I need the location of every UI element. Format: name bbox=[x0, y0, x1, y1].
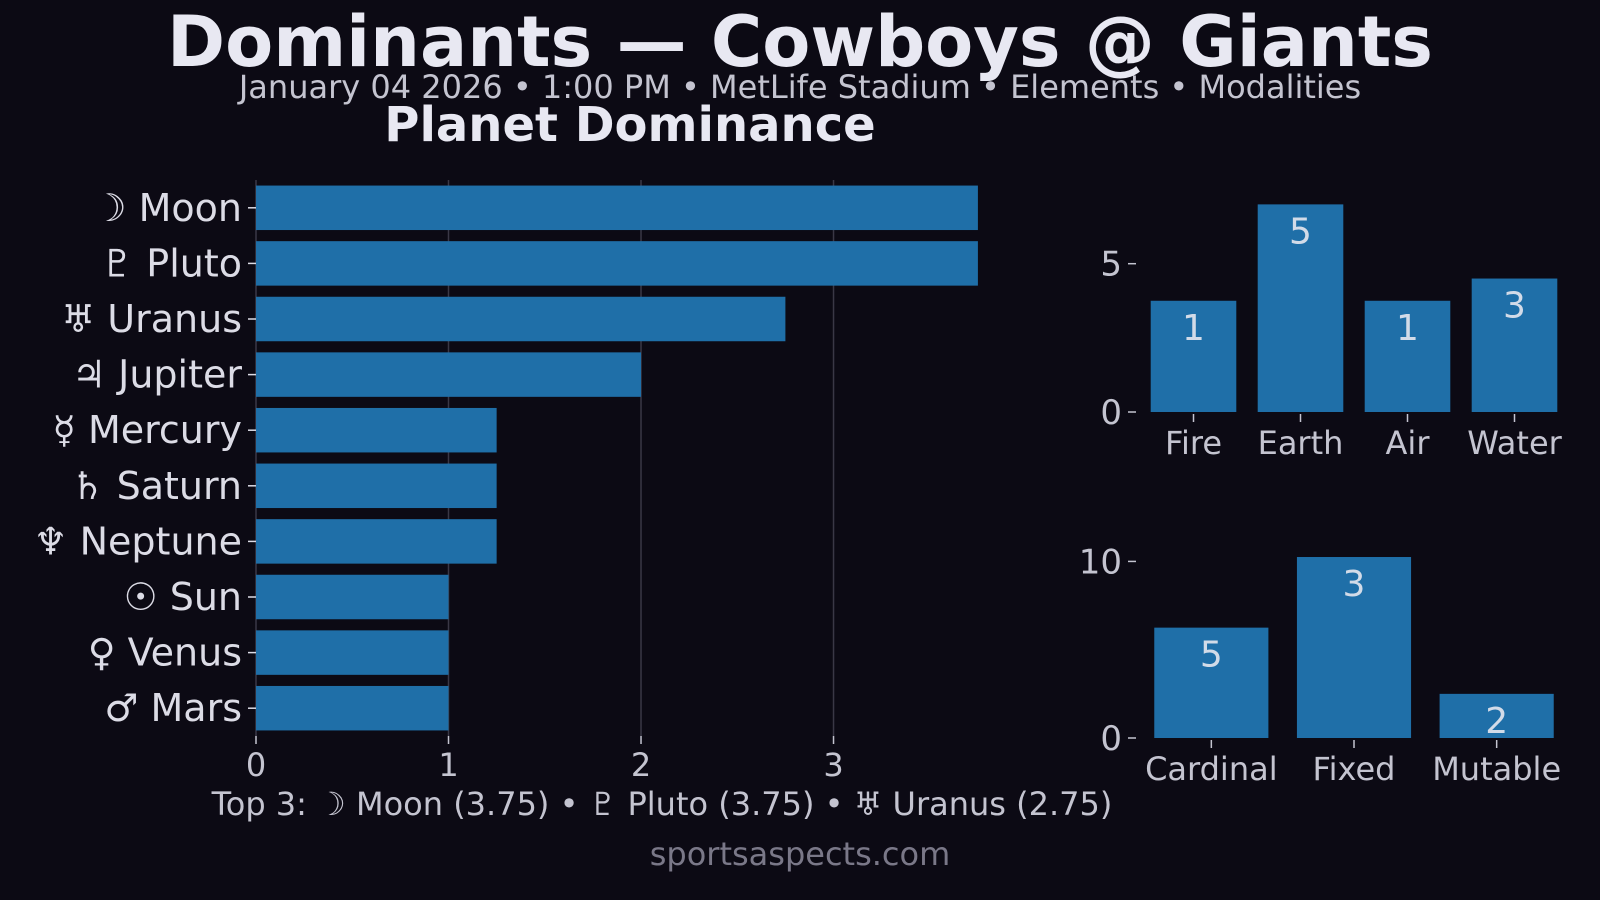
data-label-modality-chart-1: 3 bbox=[1343, 564, 1366, 605]
planet-dominance-title: Planet Dominance bbox=[384, 97, 875, 153]
category-label-element-chart-3: Water bbox=[1467, 424, 1562, 462]
bar-element-chart-3 bbox=[1471, 278, 1558, 412]
planet-label-1: ♇ Pluto bbox=[100, 241, 242, 285]
planet-label-7: ☉ Sun bbox=[124, 575, 242, 619]
y-tick-label-modality-chart-10: 10 bbox=[1079, 542, 1122, 582]
bar-element-chart-1 bbox=[1257, 204, 1344, 412]
data-label-element-chart-0: 1 bbox=[1182, 308, 1205, 349]
x-tick-label-0: 0 bbox=[246, 746, 266, 784]
x-tick-label-1: 1 bbox=[438, 746, 458, 784]
planet-label-6: ♆ Neptune bbox=[33, 519, 242, 563]
chart-subtitle: January 04 2026 • 1:00 PM • MetLife Stad… bbox=[237, 68, 1361, 106]
planet-dominance-chart: 0 1 2 3 ☽ Moon ♇ Pluto ♅ Uranus ♃ Jupiter ☿ Merc… bbox=[33, 180, 978, 784]
category-label-modality-chart-2: Mutable bbox=[1432, 750, 1561, 788]
bar-planet-0 bbox=[256, 185, 978, 231]
bar-planet-5 bbox=[256, 463, 497, 509]
footer-site: sportsaspects.com bbox=[650, 835, 951, 873]
planet-label-0: ☽ Moon bbox=[92, 186, 242, 230]
data-label-element-chart-2: 1 bbox=[1396, 308, 1419, 349]
bar-planet-7 bbox=[256, 574, 449, 620]
planet-label-9: ♂ Mars bbox=[104, 686, 242, 730]
planet-label-5: ♄ Saturn bbox=[70, 464, 242, 508]
bar-element-chart-2 bbox=[1364, 300, 1451, 412]
bar-planet-4 bbox=[256, 407, 497, 453]
data-label-modality-chart-2: 2 bbox=[1485, 701, 1508, 742]
planet-label-4: ☿ Mercury bbox=[53, 408, 242, 452]
planet-label-2: ♅ Uranus bbox=[61, 297, 242, 341]
top3-summary: Top 3: ☽ Moon (3.75) • ♇ Pluto (3.75) • … bbox=[211, 785, 1113, 823]
modalities-chart: 0 10 5 Cardinal 3 Fixed 2 Mutable bbox=[1079, 542, 1561, 788]
bar-planet-1 bbox=[256, 241, 978, 286]
bar-planet-8 bbox=[256, 630, 449, 675]
bar-planet-2 bbox=[256, 296, 786, 342]
x-tick-label-2: 2 bbox=[631, 746, 651, 784]
bar-modality-chart-2 bbox=[1439, 693, 1554, 738]
y-tick-label-element-chart-0: 0 bbox=[1100, 393, 1122, 433]
elements-chart: 0 5 1 Fire 5 Earth 1 Air 3 Water bbox=[1100, 204, 1563, 462]
y-tick-label-element-chart-5: 5 bbox=[1100, 245, 1122, 285]
category-label-element-chart-0: Fire bbox=[1165, 424, 1222, 462]
data-label-element-chart-1: 5 bbox=[1289, 211, 1312, 252]
x-tick-label-3: 3 bbox=[823, 746, 843, 784]
category-label-element-chart-2: Air bbox=[1386, 424, 1431, 462]
category-label-element-chart-1: Earth bbox=[1258, 424, 1344, 462]
bar-planet-9 bbox=[256, 685, 449, 731]
bar-modality-chart-0 bbox=[1154, 627, 1269, 738]
bar-planet-3 bbox=[256, 352, 642, 397]
chart-title: Dominants — Cowboys @ Giants bbox=[167, 1, 1433, 83]
bar-element-chart-0 bbox=[1150, 300, 1237, 412]
category-label-modality-chart-0: Cardinal bbox=[1145, 750, 1278, 788]
planet-label-8: ♀ Venus bbox=[88, 631, 242, 675]
planet-label-3: ♃ Jupiter bbox=[72, 353, 242, 397]
bar-modality-chart-1 bbox=[1296, 557, 1412, 738]
data-label-element-chart-3: 3 bbox=[1503, 286, 1526, 327]
y-tick-label-modality-chart-0: 0 bbox=[1100, 719, 1122, 759]
bar-planet-6 bbox=[256, 519, 497, 564]
category-label-modality-chart-1: Fixed bbox=[1313, 750, 1396, 788]
data-label-modality-chart-0: 5 bbox=[1200, 635, 1223, 676]
